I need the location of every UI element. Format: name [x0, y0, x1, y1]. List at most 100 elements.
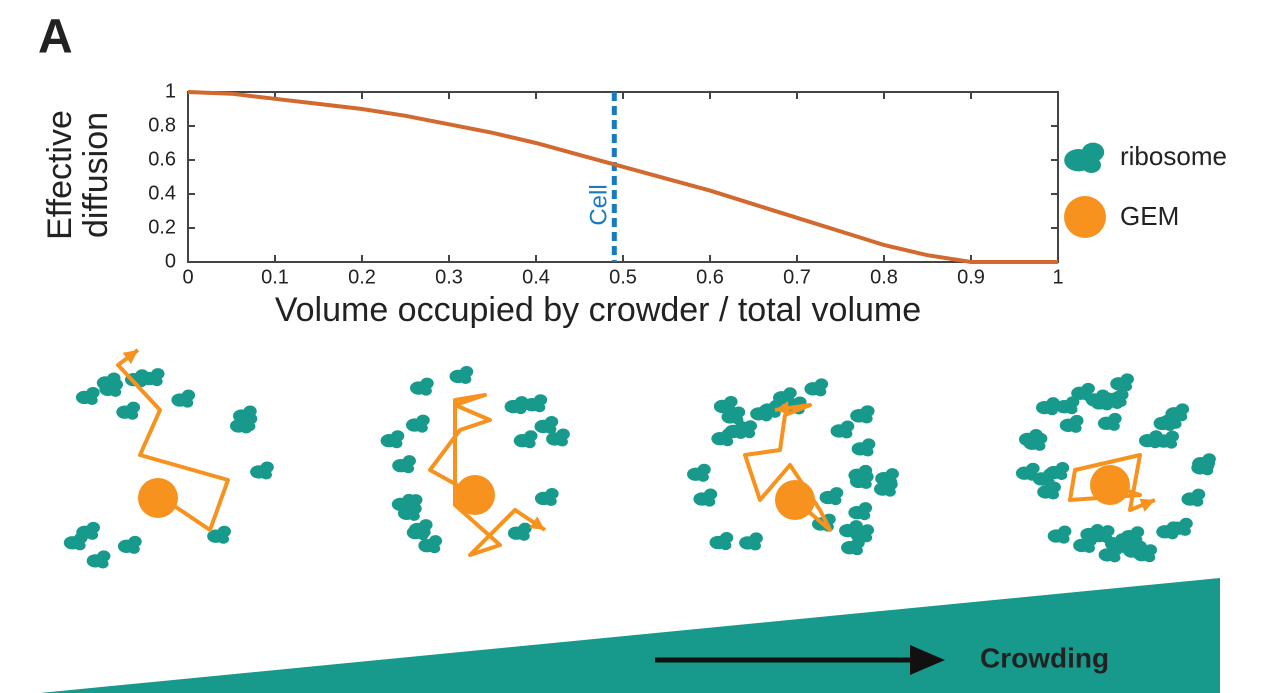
- ribosome-icon: [233, 406, 257, 424]
- ribosome-part: [416, 423, 427, 433]
- ribosome-icon: [116, 402, 140, 420]
- ribosome-part: [1167, 530, 1178, 540]
- ribosome-icon: [1056, 396, 1080, 414]
- ribosome-part: [128, 544, 139, 554]
- ribosome-part: [884, 487, 895, 497]
- ribosome-part: [391, 439, 402, 449]
- ribosome-icon: [1181, 489, 1205, 507]
- ribosome-icon: [381, 430, 405, 448]
- ribosome-part: [110, 387, 121, 397]
- ribosome-icon: [406, 415, 430, 433]
- ribosome-part: [1084, 544, 1095, 554]
- x-tick-label: 0.7: [783, 266, 811, 288]
- ribosome-part: [240, 424, 251, 434]
- ribosome-icon: [171, 390, 195, 408]
- x-tick-label: 0.4: [522, 266, 550, 288]
- ribosome-icon: [839, 520, 863, 538]
- ribosome-icon: [1060, 415, 1084, 433]
- x-tick-label: 0.6: [696, 266, 724, 288]
- ribosome-part: [1180, 526, 1191, 536]
- ribosome-part: [859, 511, 870, 521]
- ribosome-icon: [1110, 373, 1134, 391]
- ribosome-icon: [449, 366, 473, 384]
- figure: A Crowding 00.10.20.30.40.50.60.70.80.91…: [0, 0, 1261, 693]
- y-tick-label: 1: [165, 80, 176, 102]
- ribosome-icon: [1160, 411, 1184, 429]
- ribosome-part: [830, 496, 841, 506]
- ribosome-icon: [76, 387, 100, 405]
- ribosome-part: [460, 375, 471, 385]
- ribosome-part: [1109, 553, 1120, 563]
- ribosome-part: [1066, 405, 1077, 415]
- legend-label: ribosome: [1120, 141, 1227, 171]
- ribosome-part: [545, 425, 556, 435]
- y-axis-label: Effective: [41, 110, 79, 240]
- plot-frame: [188, 92, 1058, 262]
- ribosome-part: [417, 531, 428, 541]
- ribosome-icon: [848, 502, 872, 520]
- panel-label: A: [38, 11, 73, 64]
- ribosome-part: [1170, 419, 1181, 429]
- y-tick-label: 0.4: [148, 182, 176, 204]
- ribosome-part: [724, 405, 735, 415]
- ribosome-icon: [725, 421, 749, 439]
- ribosome-icon: [1156, 521, 1180, 539]
- ribosome-part: [429, 544, 440, 554]
- ribosome-icon: [250, 461, 274, 479]
- crowding-wedge: [40, 578, 1220, 693]
- ribosome-part: [408, 511, 419, 521]
- ribosome-part: [97, 559, 108, 569]
- reference-label: Cell: [586, 184, 613, 225]
- ribosome-icon: [851, 405, 875, 423]
- ribosome-icon: [514, 430, 538, 448]
- ribosome-part: [862, 447, 873, 457]
- ribosome-part: [850, 529, 861, 539]
- ribosome-icon: [804, 378, 828, 396]
- ribosome-part: [1121, 382, 1132, 392]
- ribosome-part: [86, 396, 97, 406]
- ribosome-part: [1091, 533, 1102, 543]
- ribosome-part: [1082, 157, 1101, 173]
- ribosome-icon: [693, 489, 717, 507]
- y-tick-label: 0: [165, 250, 176, 272]
- ribosome-icon: [535, 416, 559, 434]
- ribosome-icon: [773, 387, 797, 405]
- ribosome-part: [74, 541, 85, 551]
- x-tick-label: 0.9: [957, 266, 985, 288]
- ribosome-part: [403, 464, 414, 474]
- x-tick-label: 0.5: [609, 266, 637, 288]
- x-tick-label: 0.8: [870, 266, 898, 288]
- ribosome-part: [1108, 421, 1119, 431]
- x-tick-label: 0: [182, 266, 193, 288]
- ribosome-part: [697, 472, 708, 482]
- ribosome-part: [518, 531, 529, 541]
- ribosome-part: [534, 403, 545, 413]
- ribosome-part: [851, 546, 862, 556]
- x-tick-label: 0.1: [261, 266, 289, 288]
- ribosome-part: [750, 541, 761, 551]
- x-tick-label: 0.3: [435, 266, 463, 288]
- ribosome-icon: [750, 403, 774, 421]
- y-axis-label: diffusion: [77, 112, 115, 238]
- ribosome-part: [545, 496, 556, 506]
- ribosome-part: [1111, 400, 1122, 410]
- ribosome-part: [1048, 490, 1059, 500]
- crowding-label: Crowding: [980, 642, 1109, 673]
- ribosome-part: [261, 470, 272, 480]
- ribosome-part: [182, 398, 193, 408]
- ribosome-icon: [508, 523, 532, 541]
- ribosome-icon: [841, 537, 865, 555]
- ribosome-part: [1203, 462, 1214, 472]
- y-tick-label: 0.8: [148, 114, 176, 136]
- ribosome-icon: [76, 522, 100, 540]
- gem-icon: [1064, 196, 1106, 238]
- ribosome-part: [1056, 471, 1067, 481]
- ribosome-part: [815, 387, 826, 397]
- ribosome-part: [704, 497, 715, 507]
- ribosome-part: [720, 541, 731, 551]
- gem-particle: [138, 478, 178, 518]
- ribosome-part: [557, 437, 568, 447]
- ribosome-icon: [820, 487, 844, 505]
- ribosome-part: [218, 534, 229, 544]
- ribosome-icon: [1048, 526, 1072, 544]
